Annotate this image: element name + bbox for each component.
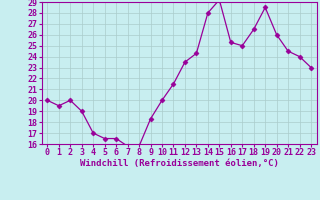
X-axis label: Windchill (Refroidissement éolien,°C): Windchill (Refroidissement éolien,°C) (80, 159, 279, 168)
